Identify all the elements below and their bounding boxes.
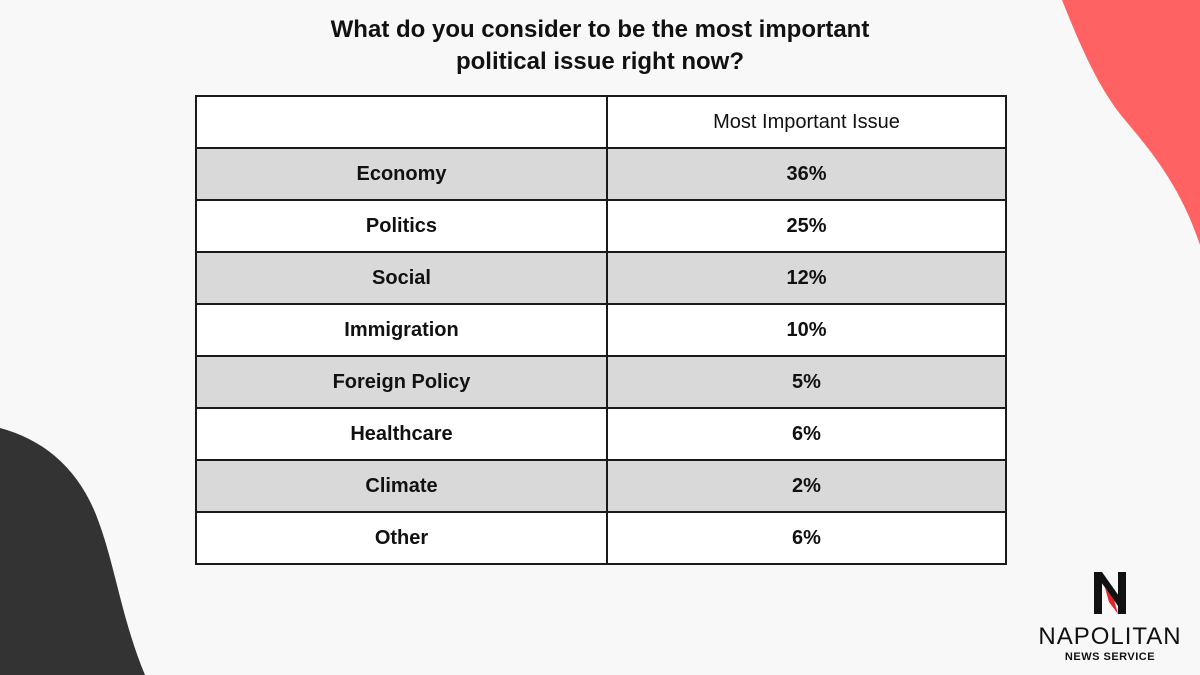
table-row: Other 6% [195,511,1007,565]
results-table: Most Important Issue Economy 36% Politics 2… [195,95,1007,565]
table-row: Climate 2% [195,459,1007,513]
top-right-red-blob [1062,0,1200,245]
napolitan-n-icon [1094,572,1126,614]
table-body: Economy 36% Politics 25% Social 12% Immigratio… [195,147,1007,565]
table-row: Healthcare 6% [195,407,1007,461]
value-cell: 2% [606,459,1007,513]
issue-cell: Other [195,511,608,565]
header-issue [195,95,608,149]
value-cell: 5% [606,355,1007,409]
table-row: Politics 25% [195,199,1007,253]
value-cell: 6% [606,511,1007,565]
value-cell: 10% [606,303,1007,357]
issue-cell: Foreign Policy [195,355,608,409]
value-cell: 6% [606,407,1007,461]
logo-name: NAPOLITAN [1038,623,1182,650]
table-row: Economy 36% [195,147,1007,201]
issue-cell: Climate [195,459,608,513]
logo-subtitle: NEWS SERVICE [1064,651,1156,663]
issue-cell: Immigration [195,303,608,357]
napolitan-logo: NAPOLITAN NEWS SERVICE [1035,568,1185,664]
table-header-row: Most Important Issue [195,95,1007,149]
chart-title-line-1: What do you consider to be the most impo… [330,16,870,43]
table-row: Foreign Policy 5% [195,355,1007,409]
table-row: Immigration 10% [195,303,1007,357]
bottom-left-dark-blob [0,428,145,675]
value-cell: 25% [606,199,1007,253]
chart-title-line-2: political issue right now? [455,48,745,75]
issue-cell: Healthcare [195,407,608,461]
issue-cell: Politics [195,199,608,253]
table-row: Social 12% [195,251,1007,305]
issue-cell: Economy [195,147,608,201]
issue-cell: Social [195,251,608,305]
chart-title: What do you consider to be the most impo… [250,14,950,78]
value-cell: 36% [606,147,1007,201]
header-most-important-issue: Most Important Issue [606,95,1007,149]
value-cell: 12% [606,251,1007,305]
